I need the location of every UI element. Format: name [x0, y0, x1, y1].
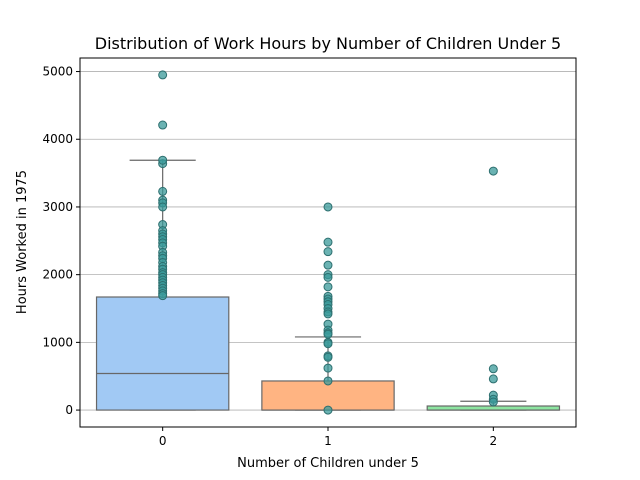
outlier-point	[323, 339, 333, 349]
outlier-point	[323, 309, 333, 319]
outlier-point	[323, 282, 333, 292]
outlier-point	[323, 247, 333, 257]
outlier-point	[488, 364, 498, 374]
outlier-point	[323, 237, 333, 247]
outlier-point	[323, 405, 333, 415]
outlier-point	[488, 374, 498, 384]
box-2	[426, 405, 561, 411]
outlier-point	[323, 272, 333, 282]
y-tick-label: 1000	[42, 335, 73, 349]
outlier-point	[323, 363, 333, 373]
outlier-point	[158, 120, 168, 130]
outlier-point	[323, 329, 333, 339]
outlier-point	[158, 155, 168, 165]
outlier-point	[323, 260, 333, 270]
chart-title: Distribution of Work Hours by Number of …	[95, 34, 561, 53]
outlier-point	[158, 202, 168, 212]
box-0	[95, 296, 230, 411]
outliers-group	[158, 70, 498, 415]
outlier-point	[488, 166, 498, 176]
y-tick-label: 2000	[42, 268, 73, 282]
y-tick-label: 4000	[42, 132, 73, 146]
y-tick-label: 5000	[42, 65, 73, 79]
x-axis-label: Number of Children under 5	[237, 456, 419, 471]
axes-group: 0 1000 2000 3000 4000 5000 0 1 2	[42, 65, 497, 448]
outlier-point	[158, 186, 168, 196]
outlier-point	[323, 376, 333, 386]
y-tick-label: 0	[65, 403, 73, 417]
x-tick-label: 2	[490, 434, 498, 448]
y-axis-label: Hours Worked in 1975	[15, 170, 30, 314]
outlier-point	[323, 202, 333, 212]
boxes-group	[95, 159, 561, 411]
outlier-point	[488, 397, 498, 407]
outlier-point	[323, 352, 333, 362]
y-tick-label: 3000	[42, 200, 73, 214]
x-tick-label: 1	[324, 434, 332, 448]
outlier-point	[158, 70, 168, 80]
x-tick-label: 0	[159, 434, 167, 448]
outlier-point	[158, 291, 168, 301]
